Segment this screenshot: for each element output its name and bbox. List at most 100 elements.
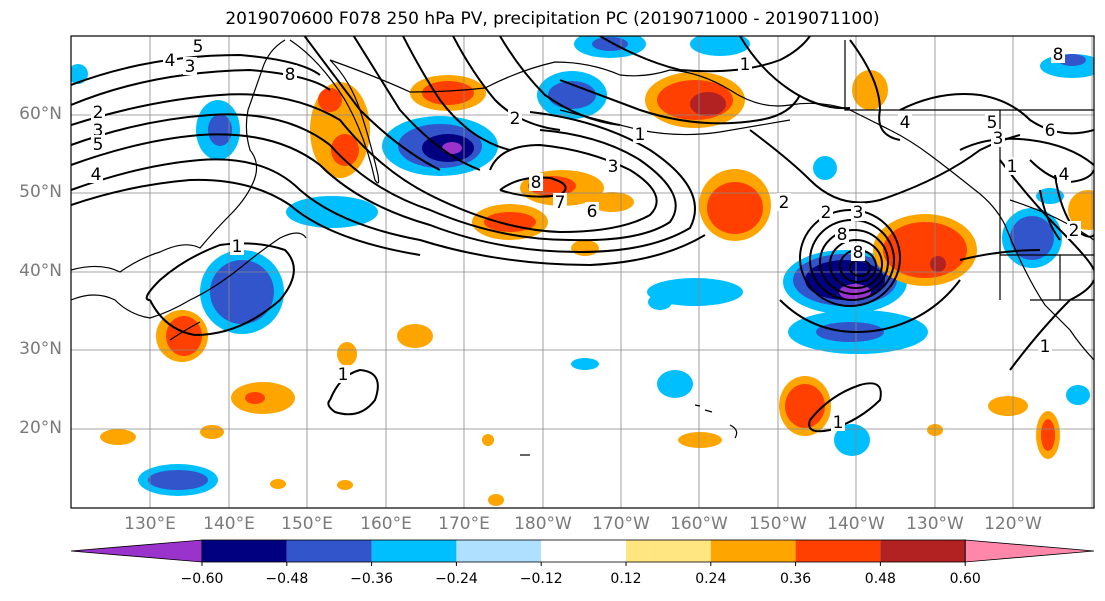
- contour-label-background: [89, 165, 103, 183]
- fill-blob: [834, 424, 870, 456]
- contour-label: 8: [285, 65, 296, 85]
- lon-label: 140°E: [203, 514, 255, 534]
- graticule: [71, 36, 1094, 508]
- contour-label: 1: [740, 55, 751, 75]
- fill-blob: [690, 92, 726, 116]
- lat-label: 30°N: [19, 339, 62, 359]
- fill-blob: [707, 182, 763, 234]
- pv-contours: [71, 36, 1094, 433]
- lon-label: 170°E: [438, 514, 490, 534]
- fill-blob: [208, 114, 232, 146]
- lat-label: 40°N: [19, 261, 62, 281]
- contour-label: 4: [165, 51, 176, 71]
- lon-label: 140°W: [827, 514, 885, 534]
- contour-label-background: [738, 55, 752, 73]
- contour-label-background: [336, 365, 350, 383]
- contour-label-background: [985, 113, 999, 131]
- contour-label-background: [851, 243, 865, 261]
- contour-label-background: [1005, 157, 1019, 175]
- contour-label: 4: [91, 165, 102, 185]
- contour-label-background: [851, 203, 865, 221]
- lon-label: 150°E: [281, 514, 333, 534]
- lon-label: 180°W: [514, 514, 572, 534]
- contour-label-background: [819, 203, 833, 221]
- fill-blob: [883, 222, 967, 278]
- fill-blob: [571, 358, 599, 370]
- contour-label-background: [606, 157, 620, 175]
- contour-label: 2: [93, 103, 104, 123]
- fill-blob: [852, 70, 888, 110]
- colorbar-tick-label: −0.60: [180, 571, 224, 587]
- fill-blob: [1068, 190, 1094, 230]
- fill-blob: [397, 324, 433, 348]
- colorbar-segment: [371, 540, 457, 562]
- fill-blob: [590, 192, 634, 212]
- colorbar-tick-label: 0.12: [610, 571, 642, 587]
- fill-blob: [785, 384, 825, 428]
- colorbar-extend-min: [70, 539, 203, 563]
- contour-label-background: [230, 237, 244, 255]
- fill-blob: [678, 432, 722, 448]
- colorbar-segment: [626, 540, 711, 562]
- colorbar-tick-label: 0.24: [695, 571, 727, 587]
- contour-label-background: [1038, 337, 1052, 355]
- contour-label: 5: [93, 135, 104, 155]
- contour-label-background: [91, 121, 105, 139]
- fill-blob: [337, 480, 353, 490]
- contour-label-background: [777, 193, 791, 211]
- contour-label: 1: [338, 365, 349, 385]
- contour-label-background: [91, 135, 105, 153]
- fill-blob: [245, 392, 265, 404]
- colorbar-segment: [456, 540, 542, 562]
- contour-label: 8: [1053, 45, 1064, 65]
- colorbar-segment: [202, 540, 287, 562]
- colorbar-segment: [710, 540, 796, 562]
- contour-label: 2: [821, 203, 832, 223]
- fill-blob: [71, 64, 88, 84]
- fill-blob: [657, 370, 693, 398]
- colorbar-frame: [201, 539, 966, 563]
- contour-label: 1: [635, 125, 646, 145]
- contour-label-background: [1057, 165, 1071, 183]
- fill-blob: [337, 342, 357, 366]
- contour-label-background: [1067, 221, 1081, 239]
- contour-label-background: [633, 125, 647, 143]
- contour-label: 8: [837, 225, 848, 245]
- contour-label: 3: [608, 157, 619, 177]
- contour-label-background: [585, 202, 599, 220]
- contour-label-background: [835, 225, 849, 243]
- fill-blob: [690, 36, 750, 56]
- contour-label: 1: [232, 237, 243, 257]
- colorbar-tick-label: 0.36: [780, 571, 812, 587]
- fill-blob: [988, 396, 1028, 416]
- colorbar-tick-label: 0.60: [949, 571, 981, 587]
- contour-label: 6: [1045, 121, 1056, 141]
- contour-label: 6: [587, 202, 598, 222]
- contour-label: 5: [193, 37, 204, 57]
- fill-blob: [1066, 385, 1090, 405]
- lon-label: 130°E: [124, 514, 176, 534]
- fill-blob: [318, 88, 342, 112]
- fill-blob: [200, 425, 224, 439]
- fill-blob: [270, 479, 286, 489]
- contour-label-background: [991, 129, 1005, 147]
- colorbar-tick-label: −0.24: [434, 571, 478, 587]
- contour-label-background: [283, 65, 297, 83]
- colorbar-tick-label: 0.48: [864, 571, 896, 587]
- fill-blob: [813, 156, 837, 180]
- contour-label: 5: [987, 113, 998, 133]
- colorbar-extend-max: [964, 539, 1095, 563]
- contour-label: 7: [555, 193, 566, 213]
- contour-label-background: [508, 109, 522, 127]
- colorbar-tick-label: −0.12: [519, 571, 563, 587]
- fill-blob: [482, 434, 494, 446]
- contour-label-background: [191, 37, 205, 55]
- colorbar-tick-label: −0.36: [350, 571, 394, 587]
- colorbar-segment: [286, 540, 372, 562]
- contour-label-background: [1051, 45, 1065, 63]
- contour-label: 3: [185, 57, 196, 77]
- fill-blob: [1010, 216, 1054, 260]
